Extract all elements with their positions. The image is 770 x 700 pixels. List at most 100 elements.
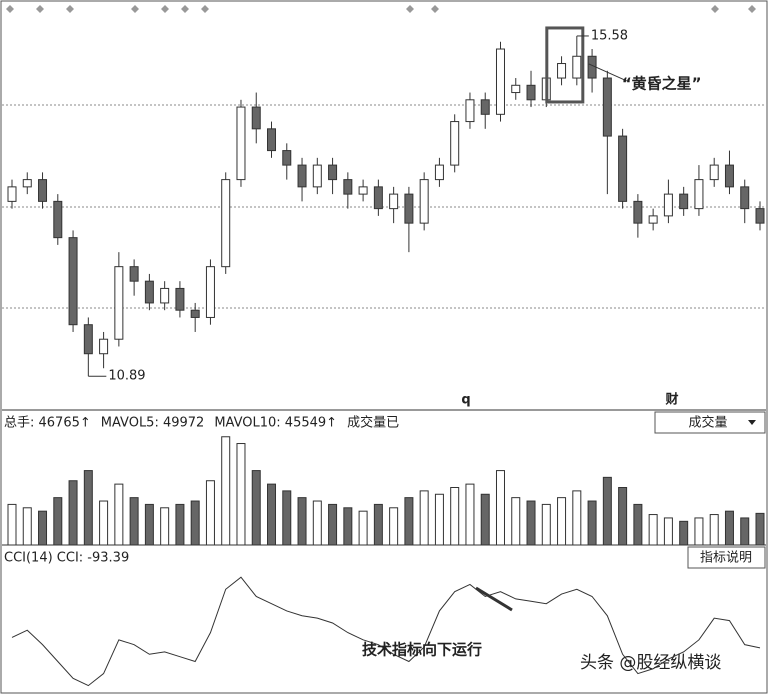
volume-bar — [541, 503, 551, 546]
candle-body — [129, 266, 139, 282]
volume-bar — [144, 503, 154, 546]
candle-body — [68, 237, 78, 326]
candle-body — [389, 193, 399, 210]
pattern-label: “黄昏之星” — [622, 74, 702, 92]
volume-bar — [572, 490, 582, 546]
high-label: 15.58 — [591, 28, 628, 43]
candle-body — [175, 287, 185, 311]
candle-body — [618, 135, 628, 202]
pattern-box — [545, 26, 585, 104]
candle-body — [114, 266, 124, 340]
candle-body — [99, 338, 109, 355]
volume-bar — [480, 493, 490, 546]
volume-header-item: MAVOL5: 49972 — [101, 416, 205, 431]
volume-bar — [648, 514, 658, 546]
candle-body — [526, 84, 536, 101]
candle-body — [22, 179, 32, 188]
candle-body — [694, 179, 704, 210]
volume-bar — [297, 497, 307, 546]
candle-body — [465, 99, 475, 123]
candle-body — [190, 309, 200, 318]
candle-body — [648, 215, 658, 224]
dropdown-arrow — [748, 420, 756, 425]
candle-body — [221, 179, 231, 268]
volume-bar — [465, 483, 475, 546]
cci-header: CCI(14) CCI: -93.39 — [4, 551, 129, 566]
candle-body — [740, 186, 750, 210]
candle-body — [343, 179, 353, 195]
low-label: 10.89 — [108, 369, 145, 384]
candle-body — [480, 99, 490, 115]
pattern-arrow — [588, 63, 628, 82]
candle-body — [404, 193, 414, 224]
candle-body — [495, 48, 505, 115]
volume-bar — [740, 517, 750, 546]
candle-body — [709, 164, 719, 181]
cci-annotation: 技术指标向下运行 — [362, 641, 482, 659]
volume-bar — [618, 487, 628, 546]
marker-q: q — [461, 393, 470, 408]
candle-body — [724, 164, 734, 188]
volume-bar — [358, 510, 368, 546]
volume-bar — [663, 517, 673, 546]
candle-body — [144, 280, 154, 304]
volume-bar — [389, 507, 399, 546]
volume-bar — [419, 490, 429, 546]
volume-bar — [511, 497, 521, 546]
volume-bar — [53, 497, 63, 546]
volume-bar — [175, 503, 185, 546]
volume-bar — [709, 514, 719, 546]
volume-bar — [99, 500, 109, 546]
candle-body — [557, 63, 567, 79]
volume-bar — [633, 503, 643, 546]
volume-header-item: MAVOL10: 45549↑ — [214, 416, 337, 431]
volume-bar — [190, 500, 200, 546]
candle-body — [297, 164, 307, 188]
candle-body — [633, 200, 643, 224]
indicator-help-label[interactable]: 指标说明 — [700, 551, 752, 566]
dropdown-label[interactable]: 成交量 — [688, 415, 727, 431]
volume-bar — [22, 507, 32, 546]
candle-body — [38, 179, 48, 202]
volume-bar — [129, 497, 139, 546]
volume-bar — [83, 470, 93, 546]
volume-bar — [694, 517, 704, 546]
candle-body — [663, 193, 673, 217]
volume-bar — [373, 503, 383, 546]
volume-bar — [343, 507, 353, 546]
candle-body — [419, 179, 429, 224]
marker-cai: 财 — [665, 392, 678, 408]
volume-bar — [312, 500, 322, 546]
volume-bar — [68, 480, 78, 546]
volume-bar — [114, 483, 124, 546]
volume-bar — [404, 497, 414, 546]
watermark: 头条 @股经纵横谈 — [580, 653, 721, 673]
volume-bar — [251, 470, 261, 546]
candle-body — [83, 324, 93, 355]
candle-body — [282, 150, 292, 166]
volume-bar — [755, 512, 765, 546]
dropdown[interactable] — [654, 411, 766, 434]
candle-body — [572, 55, 582, 79]
candle-body — [267, 128, 277, 152]
volume-bar — [7, 503, 17, 546]
volume-bar — [160, 507, 170, 546]
volume-bar — [221, 436, 231, 546]
volume-bar — [282, 490, 292, 546]
volume-bar — [205, 480, 215, 546]
candle-body — [7, 186, 17, 202]
volume-bar — [495, 470, 505, 546]
volume-header-item: 成交量已 — [347, 415, 399, 431]
volume-bar — [724, 510, 734, 546]
volume-bar — [557, 497, 567, 546]
indicator-help-button[interactable] — [687, 546, 766, 569]
cci-line — [11, 576, 761, 687]
candle-body — [679, 193, 689, 210]
volume-bar — [679, 520, 689, 546]
volume-bar — [38, 510, 48, 546]
candle-body — [205, 266, 215, 318]
cci-arrow — [475, 586, 513, 612]
candle-body — [450, 121, 460, 166]
